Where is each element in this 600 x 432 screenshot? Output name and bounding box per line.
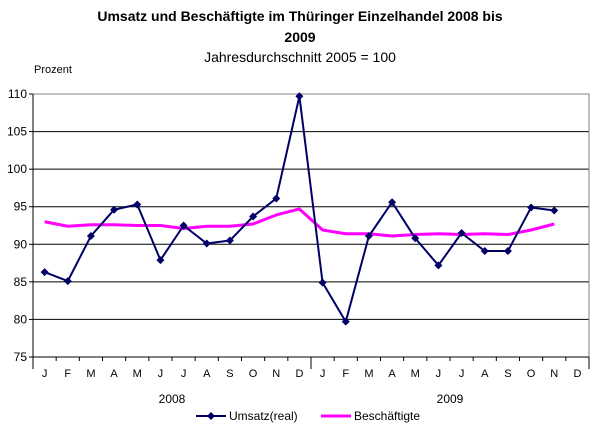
x-tick-label: O	[527, 368, 536, 380]
x-tick-label: A	[388, 368, 396, 380]
data-point	[503, 247, 512, 256]
x-tick-label: M	[411, 368, 420, 380]
x-tick-label: J	[436, 368, 442, 380]
chart-subtitle: Jahresdurchschnitt 2005 = 100	[204, 49, 396, 65]
data-point	[388, 198, 397, 207]
x-tick-label: N	[550, 368, 558, 380]
data-point	[434, 261, 443, 270]
data-point	[202, 239, 211, 248]
x-tick-label: J	[42, 368, 48, 380]
y-tick-label: 100	[7, 162, 27, 176]
y-axis-label: Prozent	[34, 64, 72, 76]
data-point	[110, 205, 119, 214]
y-tick-label: 85	[14, 275, 28, 289]
data-point	[156, 256, 165, 265]
x-tick-label: O	[249, 368, 258, 380]
data-point	[133, 200, 142, 209]
x-tick-label: J	[158, 368, 164, 380]
y-tick-label: 80	[14, 312, 28, 326]
data-point	[364, 232, 373, 241]
y-tick-label: 95	[14, 200, 28, 214]
x-tick-label: M	[86, 368, 95, 380]
data-point	[480, 247, 489, 256]
data-point	[295, 92, 304, 101]
data-point	[341, 317, 350, 326]
chart-title-line1: Umsatz und Beschäftigte im Thüringer Ein…	[97, 8, 503, 24]
x-tick-label: A	[481, 368, 489, 380]
x-tick-label: M	[133, 368, 142, 380]
x-tick-label: F	[64, 368, 71, 380]
data-point	[179, 221, 188, 230]
x-tick-label: J	[459, 368, 465, 380]
legend-label: Umsatz(real)	[229, 409, 298, 423]
x-tick-label: D	[573, 368, 581, 380]
legend-marker	[207, 412, 215, 420]
data-point	[411, 234, 420, 243]
y-tick-label: 110	[8, 87, 27, 101]
x-tick-label: M	[364, 368, 373, 380]
data-point	[86, 232, 95, 241]
x-tick-label: S	[504, 368, 511, 380]
y-tick-label: 105	[7, 125, 27, 139]
data-point	[225, 236, 234, 245]
year-label: 2008	[159, 392, 186, 406]
x-tick-label: A	[203, 368, 211, 380]
legend-label: Beschäftigte	[354, 409, 420, 423]
x-tick-label: J	[320, 368, 326, 380]
series-line-Beschäftigte	[44, 207, 555, 238]
data-point	[63, 277, 72, 286]
x-tick-label: D	[295, 368, 303, 380]
data-point	[550, 206, 559, 215]
x-tick-label: F	[342, 368, 349, 380]
year-label: 2009	[437, 392, 464, 406]
y-tick-label: 75	[14, 350, 28, 364]
x-tick-label: S	[226, 368, 233, 380]
data-point	[457, 229, 466, 238]
x-tick-label: N	[272, 368, 280, 380]
data-point	[249, 212, 258, 221]
data-point	[272, 194, 281, 203]
chart-title-line2: 2009	[284, 29, 316, 45]
y-tick-label: 90	[14, 237, 28, 251]
data-point	[527, 203, 536, 212]
data-point	[40, 268, 49, 277]
x-tick-label: J	[181, 368, 187, 380]
data-point	[318, 278, 327, 287]
x-tick-label: A	[110, 368, 118, 380]
